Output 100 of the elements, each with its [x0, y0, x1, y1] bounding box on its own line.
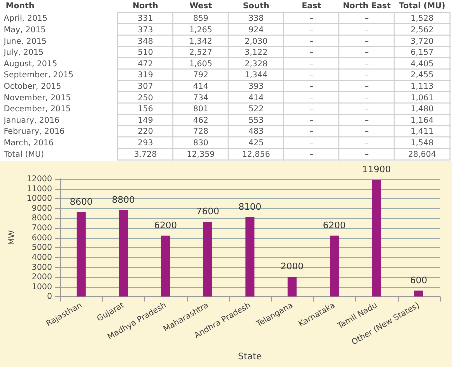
text: –: [310, 48, 314, 58]
text: –: [365, 25, 369, 34]
data-label: 156: [138, 104, 154, 114]
y-tick-label: 8000: [32, 214, 52, 223]
data-label: 425: [248, 138, 264, 148]
x-tick-label: North: [132, 2, 159, 10]
data-label: 510: [138, 48, 154, 58]
bar: [288, 277, 297, 297]
text: –: [310, 36, 314, 46]
y-tick-label: 4000: [32, 252, 52, 262]
text: –: [365, 138, 369, 148]
data-label: 12,359: [187, 150, 215, 159]
data-label: 1,164: [410, 116, 434, 125]
bar: [246, 217, 255, 297]
y-tick-label: November, 2015: [4, 93, 72, 102]
text: –: [365, 14, 369, 24]
text: –: [365, 82, 369, 91]
y-tick-label: January, 2016: [3, 116, 60, 125]
bar: [119, 210, 128, 297]
data-label: 220: [138, 127, 154, 136]
data-label: 3,122: [244, 48, 268, 58]
data-label: 2,455: [410, 70, 434, 80]
data-label: 1,605: [190, 59, 212, 68]
data-label: 462: [193, 116, 209, 125]
x-axis-title: State: [238, 352, 263, 362]
data-label: 2,030: [244, 36, 268, 46]
x-tick-label: South: [243, 2, 270, 10]
y-tick-label: 7000: [32, 224, 52, 233]
y-tick-label: June, 2015: [3, 36, 47, 46]
y-tick-label: 6000: [32, 233, 52, 242]
data-label: 149: [138, 116, 154, 125]
data-label: 553: [248, 116, 264, 125]
x-tick-label: Total (MU): [399, 2, 446, 10]
data-label: 1,480: [410, 104, 434, 114]
text: –: [310, 25, 314, 34]
text: –: [310, 93, 314, 102]
data-label: 12,856: [242, 150, 270, 159]
y-tick-label: May, 2015: [4, 25, 46, 34]
data-label: 1,548: [410, 138, 434, 148]
data-label: 830: [193, 138, 209, 148]
y-tick-label: Total (MU): [3, 150, 44, 159]
data-label: 483: [248, 127, 264, 136]
data-label: 1,342: [190, 36, 212, 46]
text: –: [310, 138, 314, 148]
text: –: [365, 59, 369, 68]
y-tick-label: September, 2015: [4, 70, 74, 80]
data-label: 2,562: [410, 25, 434, 34]
data-label: 4,405: [410, 59, 434, 68]
data-label: 250: [138, 93, 154, 102]
data-label: 2000: [280, 262, 304, 273]
data-label: 8600: [70, 198, 94, 208]
data-label: 348: [138, 36, 154, 46]
data-label: 3,728: [134, 150, 158, 159]
text: –: [310, 150, 314, 159]
text: –: [310, 59, 314, 68]
data-label: 414: [193, 82, 209, 91]
data-label: 859: [193, 14, 209, 24]
text: –: [365, 70, 369, 80]
x-tick-label: West: [190, 2, 212, 10]
bar: [161, 236, 170, 297]
data-label: 1,411: [410, 127, 434, 136]
text: –: [365, 93, 369, 102]
data-label: 8800: [112, 196, 136, 206]
text: –: [310, 127, 314, 136]
data-label: 3,720: [410, 36, 434, 46]
y-tick-label: July, 2015: [3, 48, 44, 58]
data-label: 331: [138, 14, 154, 24]
data-label: 1,528: [410, 14, 434, 24]
bar: [76, 212, 86, 297]
data-label: 728: [193, 127, 209, 136]
y-axis-title: Month: [6, 2, 35, 10]
data-label: 600: [410, 276, 428, 286]
y-axis-title: MW: [8, 230, 16, 246]
text: –: [310, 14, 314, 24]
y-tick-label: February, 2016: [4, 127, 65, 136]
data-label: 414: [248, 93, 264, 102]
data-label: 8100: [238, 202, 262, 213]
data-label: 6200: [323, 221, 346, 232]
y-tick-label: 2000: [32, 272, 52, 282]
text: –: [310, 104, 314, 114]
text: –: [310, 70, 314, 80]
data-label: 734: [193, 93, 209, 102]
text: –: [365, 150, 369, 159]
data-label: 6200: [154, 221, 178, 232]
data-label: 373: [138, 25, 154, 34]
data-label: 319: [138, 70, 154, 80]
data-label: 2,527: [190, 48, 212, 58]
data-label: 522: [248, 104, 264, 114]
text: –: [365, 48, 369, 58]
text: –: [310, 116, 314, 125]
bar: [372, 180, 382, 297]
text: –: [365, 116, 369, 125]
data-label: 6,157: [410, 48, 434, 58]
bar: [330, 236, 340, 297]
y-tick-label: December, 2015: [4, 104, 71, 114]
y-tick-label: 10000: [26, 194, 52, 204]
data-label: 472: [138, 59, 154, 68]
data-label: 11900: [362, 165, 392, 176]
x-tick-label: North East: [343, 2, 392, 10]
y-tick-label: 11000: [26, 184, 52, 194]
